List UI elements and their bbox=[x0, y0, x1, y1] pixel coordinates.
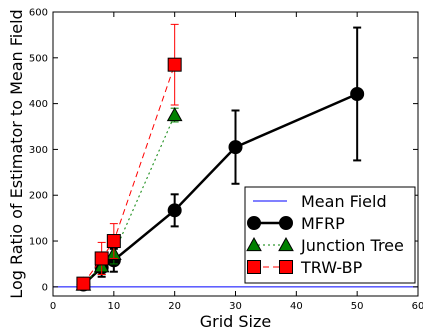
data-point bbox=[94, 251, 109, 266]
legend-entry-mean-field: Mean Field bbox=[253, 192, 387, 211]
x-tick-label: 10 bbox=[107, 301, 120, 312]
legend-label: TRW-BP bbox=[300, 258, 363, 277]
data-point bbox=[166, 107, 183, 122]
y-tick-label: 200 bbox=[29, 191, 48, 202]
legend-entry-junction-tree: Junction Tree bbox=[246, 236, 404, 255]
data-point bbox=[106, 234, 121, 249]
legend-marker bbox=[247, 260, 261, 274]
legend-entry-mfrp: MFRP bbox=[247, 214, 345, 233]
legend-marker bbox=[278, 236, 294, 252]
plot-marks bbox=[53, 23, 418, 292]
y-tick-label: 400 bbox=[29, 99, 48, 110]
data-point bbox=[167, 57, 182, 72]
series-trw-bp bbox=[76, 23, 182, 291]
x-tick-label: 60 bbox=[412, 301, 423, 312]
legend-label: Junction Tree bbox=[300, 236, 404, 255]
x-axis-label: Grid Size bbox=[200, 312, 272, 331]
legend-marker bbox=[279, 216, 293, 230]
y-tick-label: 300 bbox=[29, 145, 48, 156]
legend-entry-trw-bp: TRW-BP bbox=[247, 258, 363, 277]
y-axis-label: Log Ratio of Estimator to Mean Field bbox=[7, 9, 26, 298]
series-line bbox=[83, 64, 176, 284]
x-tick-label: 20 bbox=[168, 301, 181, 312]
x-tick-label: 30 bbox=[229, 301, 242, 312]
data-point bbox=[167, 203, 182, 218]
series-junction-tree bbox=[75, 107, 183, 291]
data-point bbox=[228, 140, 243, 155]
x-tick-label: 50 bbox=[351, 301, 364, 312]
y-tick-label: 500 bbox=[29, 53, 48, 64]
y-tick-label: 600 bbox=[29, 8, 48, 19]
y-tick-label: 0 bbox=[42, 282, 48, 293]
data-point bbox=[76, 276, 91, 291]
y-tick-label: 100 bbox=[29, 237, 48, 248]
legend-marker bbox=[279, 260, 293, 274]
legend-label: Mean Field bbox=[301, 192, 387, 211]
data-point bbox=[350, 86, 365, 101]
legend: Mean Field MFRP Junction Tree TRW-BP bbox=[244, 186, 416, 284]
x-tick-label: 0 bbox=[50, 301, 56, 312]
legend-marker bbox=[246, 236, 262, 252]
legend-label: MFRP bbox=[301, 214, 345, 233]
x-tick-label: 40 bbox=[290, 301, 303, 312]
legend-marker bbox=[247, 216, 261, 230]
